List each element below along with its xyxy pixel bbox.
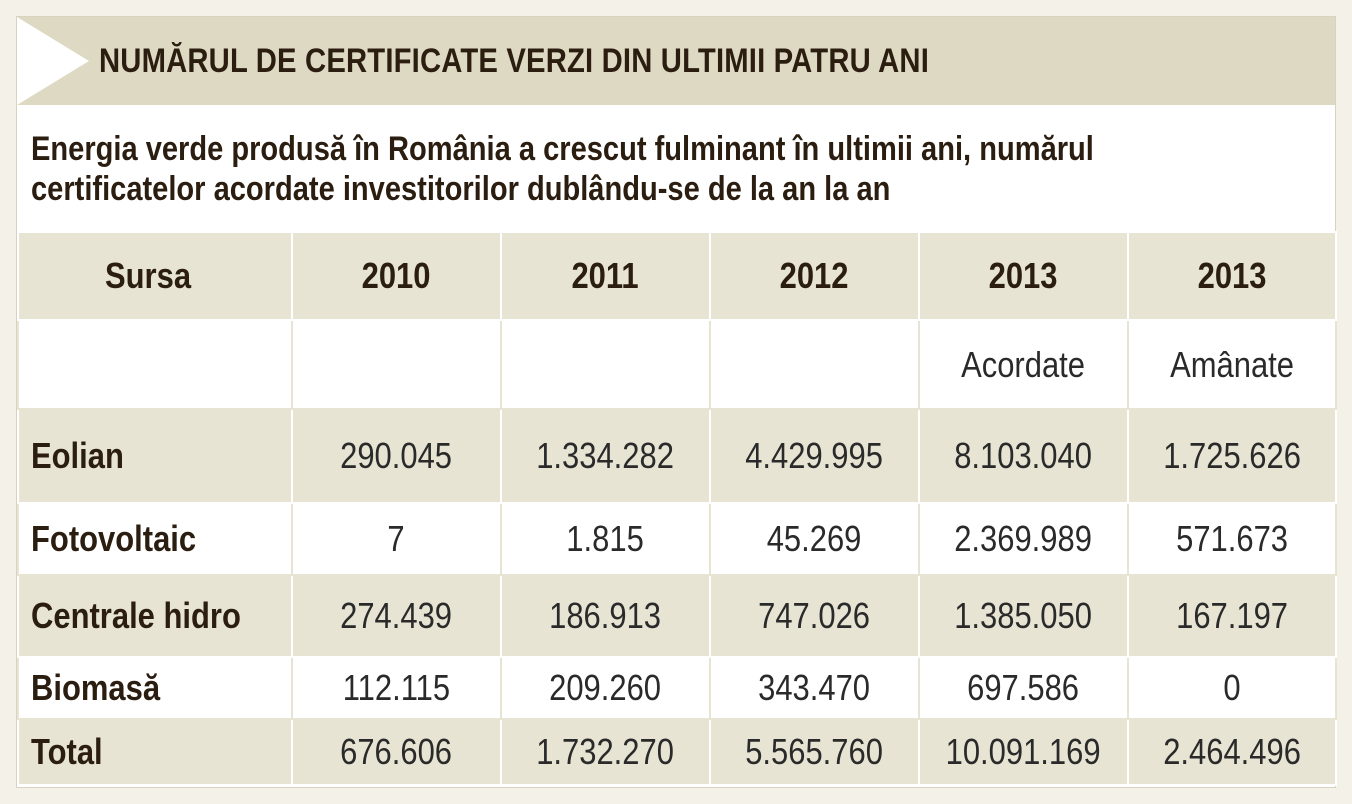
subheader-acordate: Acordate (918, 319, 1129, 410)
table-cell: 2.369.989 (918, 502, 1129, 576)
table-cell: 1.815 (500, 502, 711, 576)
title-bar: NUMĂRUL DE CERTIFICATE VERZI DIN ULTIMII… (17, 17, 1335, 105)
column-header-2013-amanate: 2013 (1127, 231, 1337, 321)
subtitle-line-1: Energia verde produsă în România a cresc… (31, 130, 1094, 168)
table-row-eolian: Eolian 290.045 1.334.282 4.429.995 8.103… (17, 408, 1337, 504)
table-row-fotovoltaic: Fotovoltaic 7 1.815 45.269 2.369.989 571… (17, 502, 1337, 576)
table-cell: 4.429.995 (709, 408, 920, 504)
column-header-source: Sursa (17, 231, 293, 321)
column-header-2010: 2010 (291, 231, 502, 321)
table-cell: 1.732.270 (500, 718, 711, 786)
table-cell: 1.725.626 (1127, 408, 1337, 504)
header-row: Sursa 2010 2011 2012 2013 2013 (17, 231, 1337, 321)
table-cell: 186.913 (500, 574, 711, 658)
table-cell: 45.269 (709, 502, 920, 576)
row-label: Fotovoltaic (17, 502, 293, 576)
column-header-2013-acordate: 2013 (918, 231, 1129, 321)
infographic-frame: NUMĂRUL DE CERTIFICATE VERZI DIN ULTIMII… (16, 16, 1337, 788)
table-cell: 167.197 (1127, 574, 1337, 658)
table-cell: 10.091.169 (918, 718, 1129, 786)
subtitle: Energia verde produsă în România a cresc… (31, 129, 1194, 209)
table-cell: 209.260 (500, 656, 711, 720)
table-cell: 697.586 (918, 656, 1129, 720)
subheader-cell (500, 319, 711, 410)
table-cell: 290.045 (291, 408, 502, 504)
table-cell: 7 (291, 502, 502, 576)
column-header-2011: 2011 (500, 231, 711, 321)
table-cell: 5.565.760 (709, 718, 920, 786)
table-row-total: Total 676.606 1.732.270 5.565.760 10.091… (17, 718, 1337, 786)
table-cell: 274.439 (291, 574, 502, 658)
subheader-amanate: Amânate (1127, 319, 1337, 410)
table-cell: 1.334.282 (500, 408, 711, 504)
table-cell: 571.673 (1127, 502, 1337, 576)
table-row-centrale-hidro: Centrale hidro 274.439 186.913 747.026 1… (17, 574, 1337, 658)
title: NUMĂRUL DE CERTIFICATE VERZI DIN ULTIMII… (99, 42, 929, 80)
subheader-row: Acordate Amânate (17, 319, 1337, 410)
table-cell: 747.026 (709, 574, 920, 658)
table-row-biomasa: Biomasă 112.115 209.260 343.470 697.586 … (17, 656, 1337, 720)
subheader-cell (17, 319, 293, 410)
table-cell: 343.470 (709, 656, 920, 720)
subheader-cell (709, 319, 920, 410)
row-label: Centrale hidro (17, 574, 293, 658)
table-cell: 1.385.050 (918, 574, 1129, 658)
table-cell: 0 (1127, 656, 1337, 720)
table-cell: 2.464.496 (1127, 718, 1337, 786)
table-cell: 8.103.040 (918, 408, 1129, 504)
column-header-2012: 2012 (709, 231, 920, 321)
subtitle-line-2: certificatelor acordate investitorilor d… (31, 170, 891, 208)
row-label: Total (17, 718, 293, 786)
table-cell: 676.606 (291, 718, 502, 786)
row-label: Eolian (17, 408, 293, 504)
table-cell: 112.115 (291, 656, 502, 720)
certificates-table: Sursa 2010 2011 2012 2013 2013 Acordate … (17, 231, 1337, 786)
subheader-cell (291, 319, 502, 410)
row-label: Biomasă (17, 656, 293, 720)
title-arrow-icon (17, 17, 89, 105)
